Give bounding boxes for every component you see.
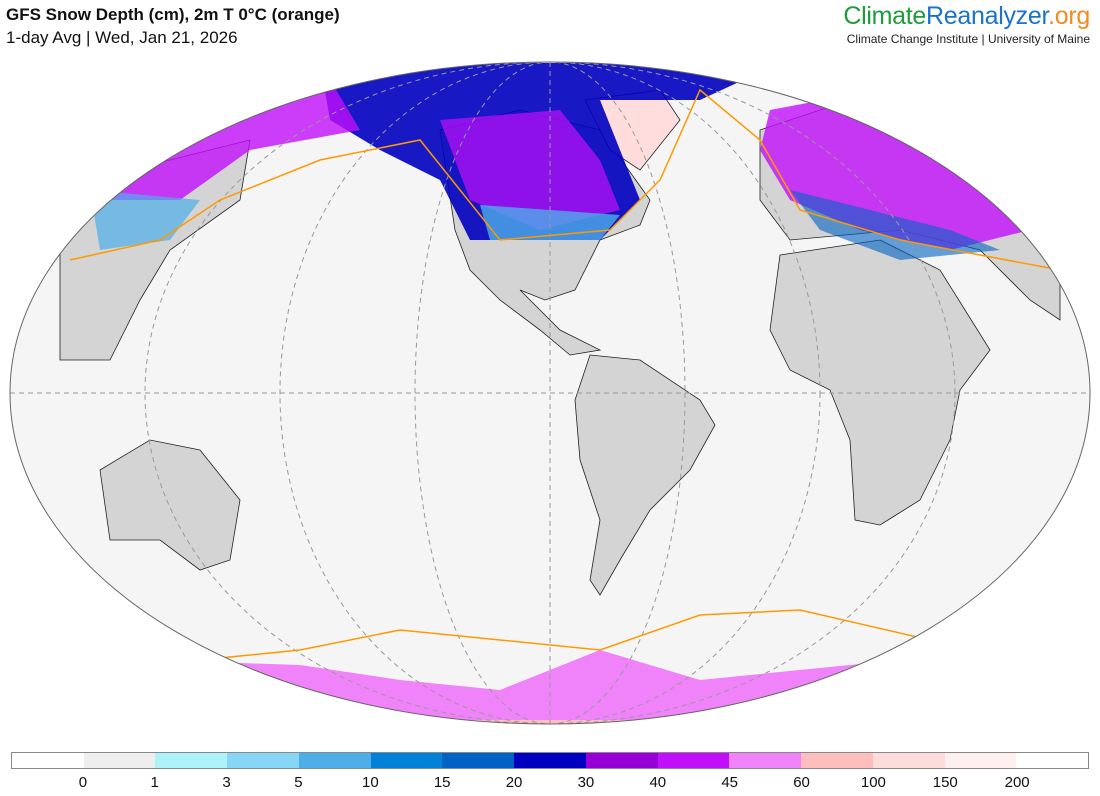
colorbar-swatch xyxy=(155,753,228,768)
land-australia xyxy=(99,439,241,571)
meridian-line xyxy=(144,62,956,724)
colorbar-label: 3 xyxy=(222,774,231,791)
colorbar-label: 45 xyxy=(721,774,738,791)
colorbar-swatch xyxy=(370,753,443,768)
snow-depth-colorbar xyxy=(11,752,1089,769)
colorbar-label: 10 xyxy=(361,774,379,791)
world-map xyxy=(9,61,1091,725)
colorbar-swatch xyxy=(872,753,945,768)
colorbar-label: 15 xyxy=(433,774,451,791)
colorbar-label: 150 xyxy=(932,774,958,791)
colorbar-label: 200 xyxy=(1004,774,1030,791)
colorbar-swatch xyxy=(657,753,730,768)
colorbar-label: 60 xyxy=(793,774,810,791)
colorbar-swatch xyxy=(1016,753,1089,768)
logo-text-reanalyzer: Reanalyzer xyxy=(926,2,1049,30)
snow-canada-purple xyxy=(440,110,620,230)
snow-asia-blue xyxy=(90,190,200,250)
colorbar-label: 0 xyxy=(78,774,88,791)
map-subtitle: 1-day Avg | Wed, Jan 21, 2026 xyxy=(6,28,238,47)
colorbar-swatch xyxy=(227,753,299,768)
colorbar-swatch xyxy=(83,753,156,768)
colorbar-swatch xyxy=(12,753,84,768)
freezing-isotherm-south xyxy=(199,609,931,661)
institution-label: Climate Change Institute | University of… xyxy=(846,32,1090,46)
colorbar-swatch xyxy=(298,753,371,768)
colorbar-labels: 0 1 3 5 10 15 20 30 40 45 60 100 150 200 xyxy=(0,774,1100,794)
land-south-america xyxy=(574,354,716,596)
meridian-line xyxy=(414,62,686,724)
land-africa xyxy=(769,239,991,526)
colorbar-label: 20 xyxy=(505,774,523,791)
logo-text-org: .org xyxy=(1048,2,1090,30)
climate-reanalyzer-logo[interactable]: ClimateReanalyzer.org xyxy=(843,2,1090,31)
map-title: GFS Snow Depth (cm), 2m T 0°C (orange) xyxy=(6,5,340,24)
colorbar-swatch xyxy=(729,753,802,768)
map-border xyxy=(9,61,1091,725)
colorbar-label: 30 xyxy=(577,774,595,791)
colorbar-label: 5 xyxy=(294,774,303,791)
colorbar-label: 100 xyxy=(860,774,886,791)
colorbar-swatch xyxy=(944,753,1017,768)
logo-text-climate: Climate xyxy=(843,2,927,30)
colorbar-swatch xyxy=(801,753,873,768)
colorbar-label: 40 xyxy=(649,774,667,791)
freezing-isotherm xyxy=(69,88,1061,271)
snow-europe-blue xyxy=(790,190,1000,260)
snow-canada-blue xyxy=(480,205,620,240)
colorbar-label: 1 xyxy=(150,774,159,791)
colorbar-swatch xyxy=(442,753,515,768)
meridian-line xyxy=(279,62,821,724)
colorbar-swatch xyxy=(585,753,658,768)
colorbar-swatch xyxy=(514,753,586,768)
